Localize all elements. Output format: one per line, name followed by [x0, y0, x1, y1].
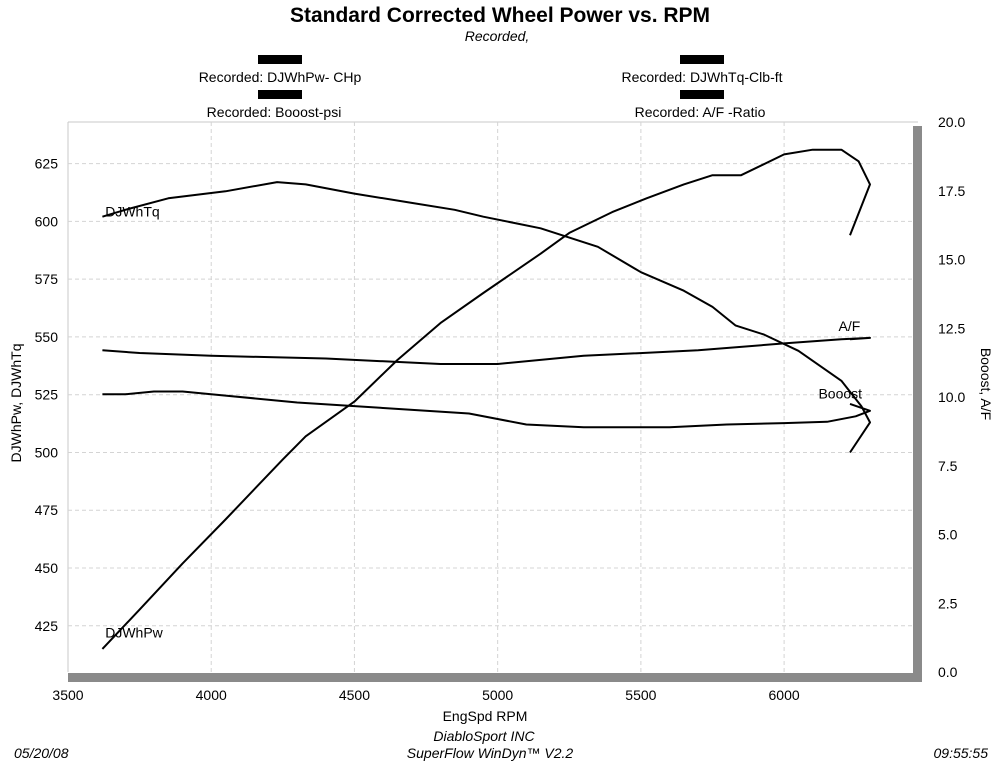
footer-time: 09:55:55 [934, 745, 989, 761]
legend: Recorded: DJWhPw- CHp Recorded: Booost-p… [199, 55, 783, 120]
series-line-booost [102, 390, 871, 429]
x-tick-label: 6000 [769, 687, 800, 703]
x-axis-label: EngSpd RPM [443, 708, 528, 724]
legend-label-torque: Recorded: DJWhTq-Clb-ft [621, 69, 782, 85]
y-tick-label: 625 [35, 156, 59, 172]
series-label-djwhpw: DJWhPw [105, 624, 163, 640]
legend-swatch-torque [680, 55, 724, 64]
x-tick-label: 4000 [196, 687, 227, 703]
y-tick-labels: 425 450 475 500 525 550 575 600 625 [35, 156, 59, 634]
y2-tick-label: 5.0 [938, 527, 958, 543]
y-tick-label: 575 [35, 271, 59, 287]
y-tick-label: 500 [35, 444, 59, 460]
series-lines [101, 148, 871, 650]
y-tick-label: 425 [35, 618, 59, 634]
y2-tick-labels: 0.0 2.5 5.0 7.5 10.0 12.5 15.0 17.5 20.0 [938, 114, 965, 680]
series-labels: DJWhPw DJWhTq A/F Booost [105, 204, 862, 641]
x-tick-label: 5000 [482, 687, 513, 703]
grid [68, 122, 913, 672]
series-line-a-f [102, 336, 871, 365]
chart-subtitle: Recorded, [465, 28, 530, 44]
y2-axis-label: Booost, A/F [978, 348, 994, 420]
y-tick-label: 550 [35, 329, 59, 345]
chart-title: Standard Corrected Wheel Power vs. RPM [290, 4, 710, 27]
series-label-booost: Booost [818, 385, 862, 401]
y2-tick-label: 15.0 [938, 252, 965, 268]
y2-tick-label: 2.5 [938, 595, 958, 611]
series-label-djwhtq: DJWhTq [105, 204, 159, 220]
legend-label-power: Recorded: DJWhPw- CHp [199, 69, 362, 85]
y-tick-label: 600 [35, 213, 59, 229]
x-tick-label: 3500 [52, 687, 83, 703]
footer-company: DiabloSport INC [433, 728, 535, 744]
y2-tick-label: 12.5 [938, 320, 965, 336]
x-axis-bar [68, 673, 922, 682]
footer-date: 05/20/08 [14, 745, 69, 761]
x-tick-label: 5500 [625, 687, 656, 703]
x-tick-labels: 3500 4000 4500 5000 5500 6000 [52, 687, 799, 703]
y-axis-label: DJWhPw, DJWhTq [8, 343, 24, 462]
x-tick-label: 4500 [339, 687, 370, 703]
series-label-a-f: A/F [839, 318, 861, 334]
legend-swatch-af [680, 90, 724, 99]
legend-swatch-boost [258, 90, 302, 99]
legend-label-boost: Recorded: Booost-psi [207, 104, 342, 120]
y2-tick-label: 10.0 [938, 389, 965, 405]
legend-label-af: Recorded: A/F -Ratio [635, 104, 766, 120]
legend-swatch-power [258, 55, 302, 64]
footer-software: SuperFlow WinDyn™ V2.2 [407, 745, 574, 761]
y-tick-label: 475 [35, 502, 59, 518]
y2-tick-label: 0.0 [938, 664, 958, 680]
y-tick-label: 450 [35, 560, 59, 576]
y2-tick-label: 20.0 [938, 114, 965, 130]
y2-tick-label: 17.5 [938, 183, 965, 199]
y2-tick-label: 7.5 [938, 458, 958, 474]
y-tick-label: 525 [35, 387, 59, 403]
series-line-djwhpw [101, 148, 871, 650]
series-line-djwhtq [102, 181, 871, 454]
y2-axis-bar [913, 126, 922, 682]
